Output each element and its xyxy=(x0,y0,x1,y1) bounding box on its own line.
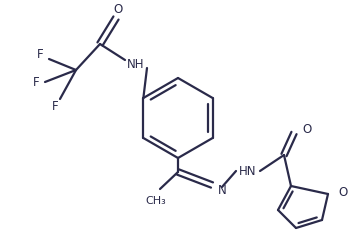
Text: F: F xyxy=(33,75,39,88)
Text: F: F xyxy=(52,100,58,113)
Text: O: O xyxy=(338,186,347,198)
Text: O: O xyxy=(113,2,122,15)
Text: O: O xyxy=(302,123,311,135)
Text: NH: NH xyxy=(127,58,145,70)
Text: N: N xyxy=(218,184,227,196)
Text: CH₃: CH₃ xyxy=(146,196,166,206)
Text: HN: HN xyxy=(239,165,257,178)
Text: F: F xyxy=(37,48,43,61)
